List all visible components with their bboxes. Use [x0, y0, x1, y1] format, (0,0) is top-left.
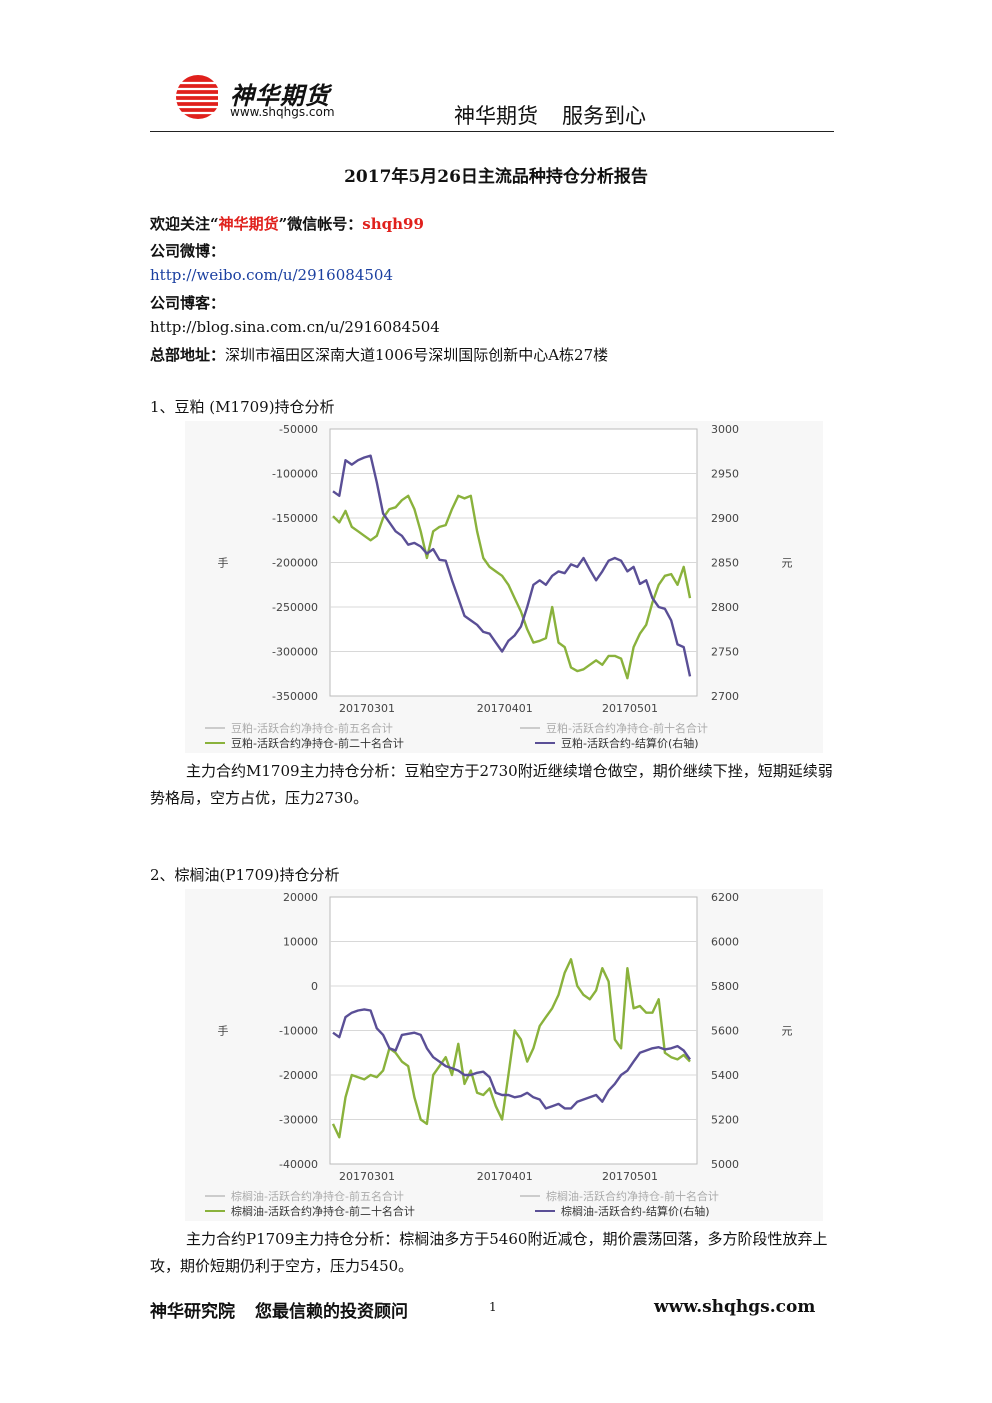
analysis-palm-oil: 主力合约P1709主力持仓分析：棕榈油多方于5460附近减仓，期价震荡回落，多方… — [150, 1230, 828, 1275]
y2-tick-label: 5400 — [711, 1069, 739, 1082]
legend-label: 棕榈油-活跃合约净持仓-前五名合计 — [231, 1189, 404, 1203]
footer-left: 神华研究院 您最信赖的投资顾问 — [150, 1297, 408, 1322]
analysis-soymeal: 主力合约M1709主力持仓分析：豆粕空方于2730附近继续增仓做空，期价继续下挫… — [150, 762, 833, 807]
legend-label: 豆粕-活跃合约净持仓-前五名合计 — [231, 721, 393, 735]
x-tick-label: 20170501 — [602, 702, 658, 715]
y2-tick-label: 2950 — [711, 468, 739, 481]
legend-label: 豆粕-活跃合约净持仓-前十名合计 — [546, 721, 708, 735]
y2-tick-label: 5200 — [711, 1114, 739, 1127]
footer-tagline: 您最信赖的投资顾问 — [255, 1302, 408, 1322]
y2-tick-label: 5000 — [711, 1158, 739, 1171]
logo-url: www.shqhgs.com — [230, 105, 335, 119]
footer-institute: 神华研究院 — [150, 1302, 235, 1322]
y2-tick-label: 2850 — [711, 557, 739, 570]
y2-tick-label: 2750 — [711, 646, 739, 659]
y-tick-label: -150000 — [272, 512, 318, 525]
y-axis-label: 手 — [218, 1024, 229, 1038]
y-tick-label: -30000 — [279, 1114, 318, 1127]
y-tick-label: -200000 — [272, 557, 318, 570]
legend-label: 豆粕-活跃合约-结算价(右轴) — [561, 736, 699, 750]
address-line: 总部地址：深圳市福田区深南大道1006号深圳国际创新中心A栋27楼 — [150, 344, 608, 365]
header-slogan: 神华期货 服务到心 — [454, 100, 646, 130]
slogan-right: 服务到心 — [562, 104, 646, 128]
y-tick-label: 10000 — [283, 936, 318, 949]
series-line-settlement-price — [332, 454, 692, 677]
page-number: 1 — [489, 1300, 497, 1314]
follow-brand: 神华期货 — [218, 215, 279, 233]
address-text: 深圳市福田区深南大道1006号深圳国际创新中心A栋27楼 — [225, 346, 609, 364]
y-tick-label: 20000 — [283, 891, 318, 904]
x-tick-label: 20170501 — [602, 1170, 658, 1183]
section-heading-palm-oil: 2、棕榈油(P1709)持仓分析 — [150, 866, 340, 884]
legend-label: 棕榈油-活跃合约-结算价(右轴) — [561, 1204, 710, 1218]
palm-oil-position-chart: 20000 6200 10000 6000 0 5800 -10000 5600 -20000 5… — [185, 889, 823, 1221]
wechat-line: 欢迎关注“神华期货”微信帐号：shqh99 — [150, 213, 424, 234]
y2-tick-label: 2800 — [711, 601, 739, 614]
x-tick-label: 20170401 — [477, 1170, 533, 1183]
company-logo — [170, 75, 218, 119]
y-axis-label: 手 — [218, 556, 229, 570]
header-divider — [150, 131, 834, 132]
y-tick-label: -250000 — [272, 601, 318, 614]
y2-tick-label: 6000 — [711, 936, 739, 949]
footer-url[interactable]: www.shqhgs.com — [654, 1297, 816, 1317]
series-line-settlement-price — [332, 1008, 691, 1110]
logo-name: 神华期货 — [230, 82, 330, 110]
blog-label: 公司博客： — [150, 294, 226, 312]
y2-tick-label: 2900 — [711, 512, 739, 525]
x-tick-label: 20170301 — [339, 1170, 395, 1183]
y2-tick-label: 6200 — [711, 891, 739, 904]
address-label: 总部地址： — [150, 346, 226, 364]
y2-tick-label: 3000 — [711, 423, 739, 436]
weibo-link[interactable]: http://weibo.com/u/2916084504 — [150, 266, 393, 284]
wechat-id: shqh99 — [362, 215, 424, 233]
y-tick-label: -300000 — [272, 646, 318, 659]
report-title: 2017年5月26日主流品种持仓分析报告 — [344, 167, 648, 187]
y2-axis-label: 元 — [782, 1025, 793, 1038]
soymeal-position-chart: -50000 3000 -100000 2950 -150000 2900 -200000 2… — [185, 421, 823, 753]
y-tick-label: -350000 — [272, 690, 318, 703]
y2-tick-label: 2700 — [711, 690, 739, 703]
y2-tick-label: 5600 — [711, 1025, 739, 1038]
slogan-left: 神华期货 — [454, 104, 538, 128]
legend-label: 棕榈油-活跃合约净持仓-前十名合计 — [546, 1189, 719, 1203]
weibo-label: 公司微博： — [150, 242, 226, 260]
follow-prefix: 欢迎关注“ — [150, 215, 219, 233]
y-tick-label: -40000 — [279, 1158, 318, 1171]
blog-link[interactable]: http://blog.sina.com.cn/u/2916084504 — [150, 318, 440, 336]
y2-axis-label: 元 — [782, 557, 793, 570]
y-tick-label: 0 — [311, 980, 318, 993]
y-tick-label: -20000 — [279, 1069, 318, 1082]
y-tick-label: -50000 — [279, 423, 318, 436]
legend-label: 棕榈油-活跃合约净持仓-前二十名合计 — [231, 1204, 415, 1218]
follow-suffix: ”微信帐号： — [278, 215, 363, 233]
series-line-top20-net-position — [332, 494, 692, 680]
x-tick-label: 20170301 — [339, 702, 395, 715]
y-tick-label: -10000 — [279, 1025, 318, 1038]
y-tick-label: -100000 — [272, 468, 318, 481]
section-heading-soymeal: 1、豆粕 (M1709)持仓分析 — [150, 398, 335, 416]
legend-label: 豆粕-活跃合约净持仓-前二十名合计 — [231, 736, 404, 750]
y2-tick-label: 5800 — [711, 980, 739, 993]
x-tick-label: 20170401 — [477, 702, 533, 715]
